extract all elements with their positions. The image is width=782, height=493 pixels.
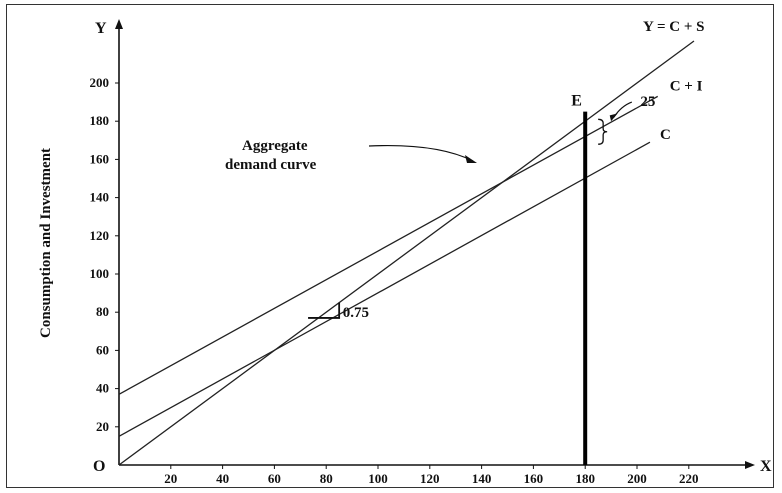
aggregate-demand-arrow (368, 145, 474, 162)
y-tick-label: 60 (96, 342, 109, 357)
annotation-group: E 25 0.75 Aggregate demand curve (225, 93, 655, 465)
tick-group: 20 40 60 80 100 120 140 160 180 200 220 20 40 60 80 100… (90, 75, 699, 486)
y-tick-label: 180 (90, 113, 110, 128)
y-axis-arrow (115, 19, 123, 29)
aggregate-demand-arrow-head (465, 155, 477, 163)
y-tick-label: 160 (90, 151, 110, 166)
x-tick-label: 160 (524, 471, 544, 486)
slope-label: 0.75 (343, 305, 369, 321)
series-line (118, 40, 695, 466)
gap-value-label: 25 (640, 94, 655, 110)
x-tick-label: 60 (268, 471, 281, 486)
x-tick-label: 80 (320, 471, 333, 486)
aggregate-demand-label-line1: Aggregate (242, 138, 308, 154)
x-axis-arrow (745, 461, 755, 469)
x-tick-label: 40 (216, 471, 229, 486)
series-label: C (660, 127, 671, 143)
chart-canvas: Y = C + SC + IC 20 40 60 80 100 120 140 160 180 2… (38, 19, 772, 486)
y-tick-label: 120 (90, 228, 110, 243)
x-tick-label: 120 (420, 471, 440, 486)
y-tick-label: 40 (96, 381, 109, 396)
x-tick-label: 220 (679, 471, 699, 486)
x-tick-label: 140 (472, 471, 492, 486)
y-tick-label: 20 (96, 419, 109, 434)
x-tick-label: 100 (368, 471, 388, 486)
series-line (118, 95, 659, 395)
series-label: Y = C + S (643, 19, 705, 35)
axes (115, 19, 755, 469)
y-tick-label: 140 (90, 190, 110, 205)
aggregate-demand-label-line2: demand curve (225, 157, 317, 173)
x-tick-label: 200 (627, 471, 647, 486)
x-axis-letter: X (760, 458, 772, 475)
series-label: C + I (670, 78, 703, 94)
x-tick-label: 180 (575, 471, 595, 486)
y-tick-label: 80 (96, 304, 109, 319)
y-axis-title: Consumption and Investment (38, 148, 54, 338)
slope-marker (308, 302, 341, 319)
gap-brace (598, 118, 608, 145)
x-tick-label: 20 (164, 471, 177, 486)
series-line (118, 141, 651, 437)
gap-arrow-head (609, 113, 618, 122)
origin-label: O (93, 458, 105, 475)
y-tick-label: 200 (90, 75, 110, 90)
equilibrium-label: E (571, 93, 582, 110)
y-axis-letter: Y (95, 20, 107, 37)
y-tick-label: 100 (90, 266, 110, 281)
series-group: Y = C + S C + I C (118, 19, 705, 466)
